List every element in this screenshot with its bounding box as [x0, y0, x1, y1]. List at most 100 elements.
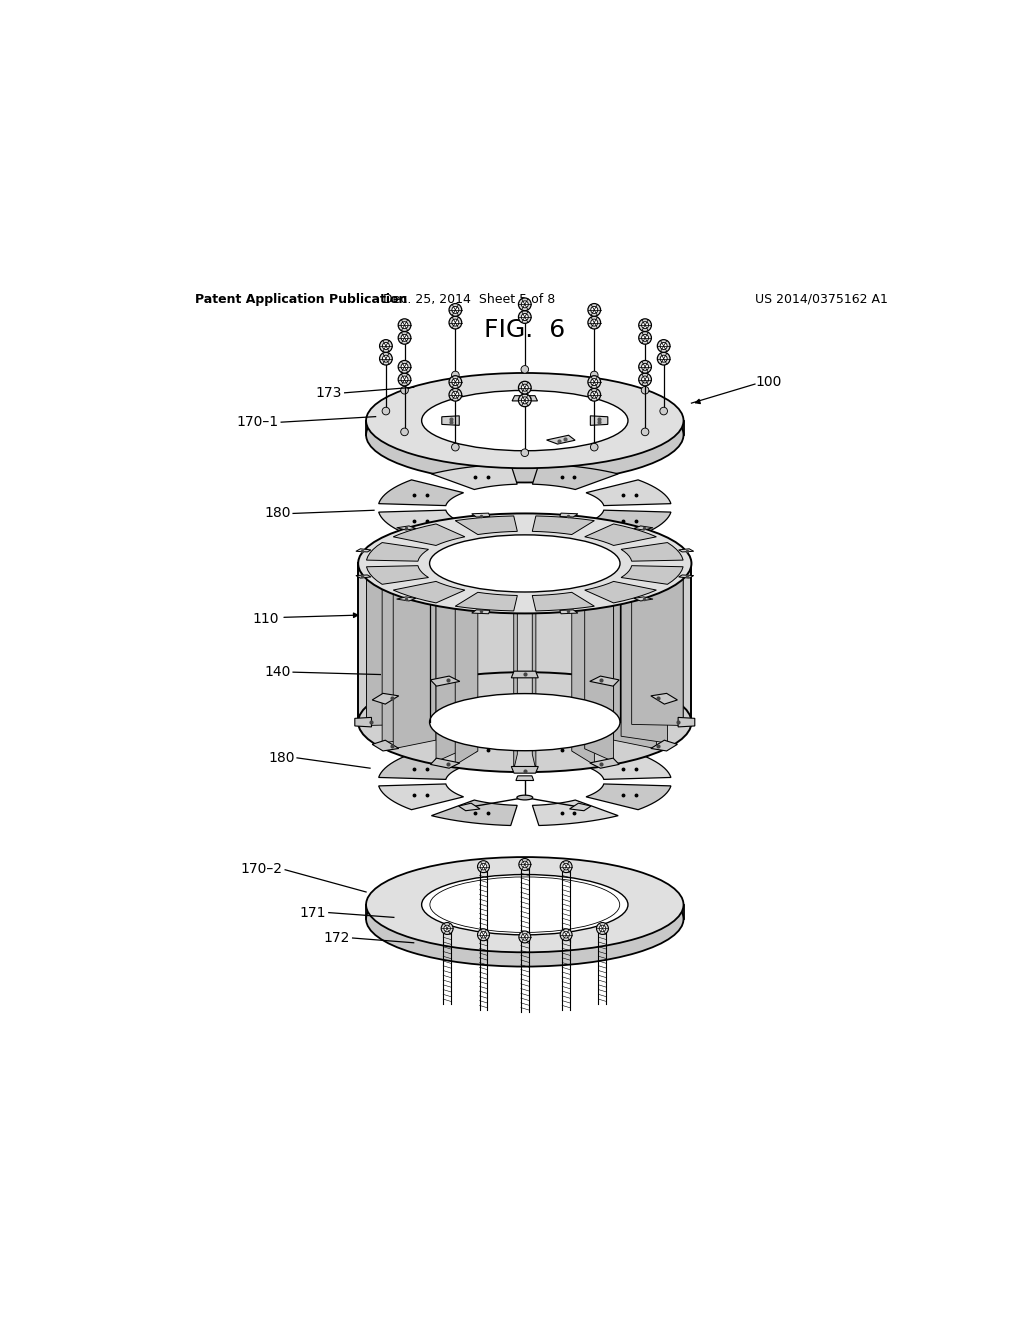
Ellipse shape: [639, 360, 651, 374]
Ellipse shape: [588, 376, 601, 388]
Ellipse shape: [449, 388, 462, 401]
Polygon shape: [632, 560, 683, 719]
Ellipse shape: [521, 384, 528, 391]
Ellipse shape: [588, 317, 601, 329]
Ellipse shape: [641, 428, 649, 436]
Ellipse shape: [422, 391, 628, 450]
Polygon shape: [358, 564, 691, 722]
Ellipse shape: [597, 923, 608, 935]
Polygon shape: [590, 676, 620, 686]
Polygon shape: [532, 593, 594, 611]
Ellipse shape: [660, 342, 668, 350]
Polygon shape: [367, 904, 684, 919]
Text: 110: 110: [252, 612, 279, 626]
Polygon shape: [622, 543, 668, 708]
Polygon shape: [678, 717, 695, 727]
Polygon shape: [393, 581, 436, 748]
Polygon shape: [532, 527, 618, 552]
Ellipse shape: [449, 317, 462, 329]
Polygon shape: [514, 595, 517, 770]
Ellipse shape: [400, 428, 409, 436]
Ellipse shape: [563, 932, 569, 939]
Polygon shape: [634, 525, 653, 531]
Ellipse shape: [477, 929, 489, 941]
Text: 172: 172: [324, 931, 350, 945]
Polygon shape: [560, 513, 578, 517]
Polygon shape: [396, 597, 416, 601]
Polygon shape: [585, 524, 656, 545]
Polygon shape: [459, 803, 480, 810]
Ellipse shape: [480, 932, 486, 939]
Ellipse shape: [560, 929, 572, 941]
Text: Dec. 25, 2014  Sheet 5 of 8: Dec. 25, 2014 Sheet 5 of 8: [383, 293, 555, 306]
Ellipse shape: [398, 331, 411, 345]
Ellipse shape: [591, 379, 598, 385]
Ellipse shape: [382, 355, 389, 362]
Text: 180: 180: [264, 507, 291, 520]
Polygon shape: [379, 480, 464, 506]
Ellipse shape: [642, 322, 648, 329]
Text: 173: 173: [315, 385, 342, 400]
Text: Patent Application Publication: Patent Application Publication: [196, 293, 408, 306]
Ellipse shape: [642, 376, 648, 383]
Polygon shape: [571, 593, 594, 766]
Ellipse shape: [521, 397, 528, 404]
Ellipse shape: [591, 444, 598, 451]
Ellipse shape: [659, 408, 668, 414]
Ellipse shape: [591, 306, 598, 313]
Ellipse shape: [358, 672, 691, 772]
Ellipse shape: [398, 374, 411, 385]
Ellipse shape: [401, 322, 408, 329]
Polygon shape: [532, 516, 594, 535]
Ellipse shape: [401, 334, 408, 342]
Polygon shape: [379, 784, 464, 809]
Text: 171: 171: [300, 906, 327, 920]
Polygon shape: [632, 566, 683, 726]
Polygon shape: [560, 610, 578, 614]
Polygon shape: [356, 549, 371, 552]
Ellipse shape: [639, 319, 651, 331]
Ellipse shape: [517, 795, 532, 800]
Polygon shape: [651, 693, 678, 704]
Ellipse shape: [452, 319, 459, 326]
Polygon shape: [512, 396, 538, 401]
Polygon shape: [585, 581, 656, 603]
Polygon shape: [585, 590, 613, 762]
Polygon shape: [367, 566, 418, 726]
Ellipse shape: [422, 875, 628, 935]
Polygon shape: [532, 465, 618, 490]
Ellipse shape: [366, 387, 684, 483]
Polygon shape: [430, 676, 460, 686]
Ellipse shape: [358, 513, 691, 614]
Ellipse shape: [641, 387, 649, 395]
Ellipse shape: [521, 933, 528, 940]
Polygon shape: [622, 566, 683, 585]
Text: US 2014/0375162 A1: US 2014/0375162 A1: [755, 293, 888, 306]
Ellipse shape: [518, 393, 531, 407]
Polygon shape: [547, 436, 575, 444]
Polygon shape: [472, 513, 489, 517]
Ellipse shape: [560, 861, 572, 873]
Ellipse shape: [642, 363, 648, 371]
Ellipse shape: [441, 923, 453, 935]
Polygon shape: [430, 758, 460, 768]
Text: 170–2: 170–2: [241, 862, 283, 876]
Ellipse shape: [519, 931, 530, 942]
Text: 180: 180: [268, 751, 295, 764]
Ellipse shape: [599, 925, 606, 932]
Ellipse shape: [430, 535, 620, 591]
Ellipse shape: [452, 391, 459, 399]
Polygon shape: [622, 578, 668, 743]
Text: 170–1: 170–1: [237, 416, 279, 429]
Ellipse shape: [398, 360, 411, 374]
Text: FIG.  6: FIG. 6: [484, 318, 565, 342]
Polygon shape: [586, 510, 671, 536]
Ellipse shape: [521, 366, 528, 374]
Ellipse shape: [518, 381, 531, 393]
Polygon shape: [354, 717, 372, 727]
Ellipse shape: [401, 376, 408, 383]
Polygon shape: [382, 578, 428, 743]
Ellipse shape: [400, 387, 409, 395]
Polygon shape: [590, 758, 620, 768]
Polygon shape: [511, 671, 539, 678]
